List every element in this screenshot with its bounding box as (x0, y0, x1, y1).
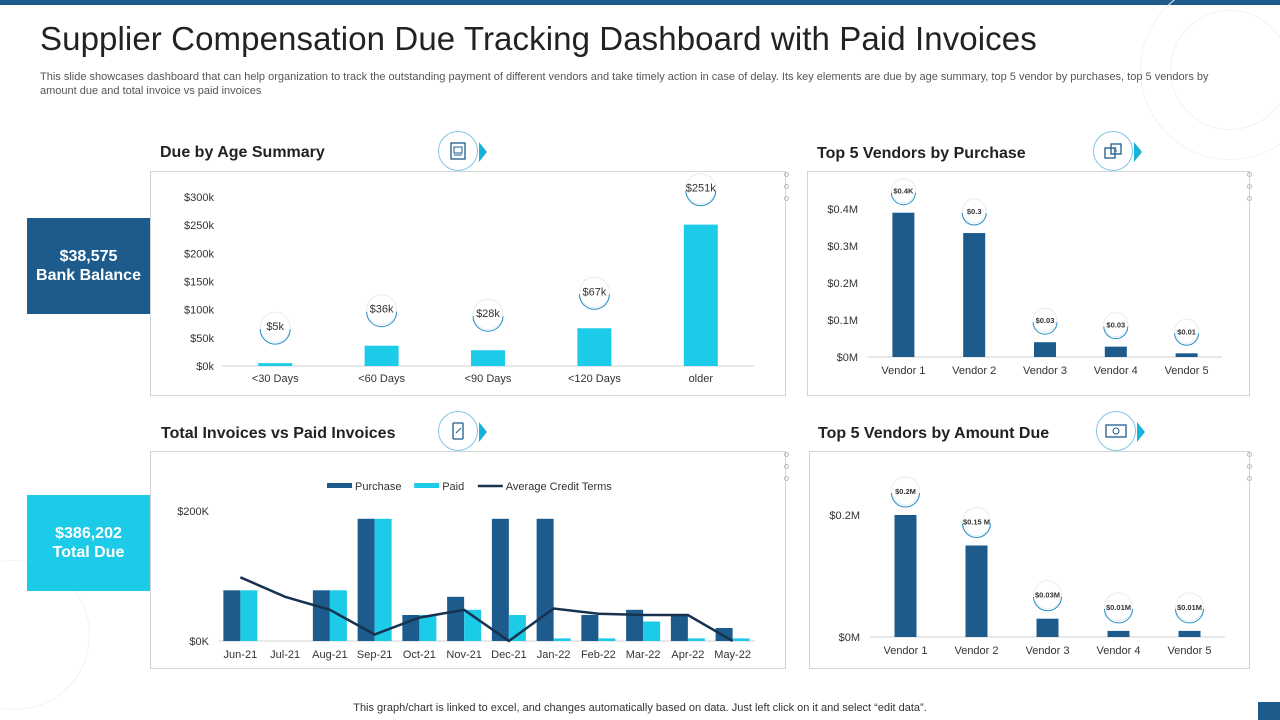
invoices-category-label: Sep-21 (357, 649, 392, 661)
due_by_age-data-label: $5k (266, 321, 284, 333)
due_by_age-data-label: $251k (686, 183, 716, 195)
invoices-purchase-bar (447, 597, 464, 641)
top5_amount_due-y-tick-label: $0M (839, 632, 860, 644)
invoices-purchase-bar (671, 615, 688, 641)
due_by_age-y-tick-label: $150k (184, 277, 214, 289)
top5_amount_due-bar (1179, 631, 1201, 637)
invoices-category-label: Apr-22 (671, 649, 704, 661)
invoices-category-label: Jul-21 (270, 649, 300, 661)
top5_purchase-data-label: $0.4K (893, 187, 914, 196)
legend-label: Paid (442, 481, 464, 493)
due_by_age-category-label: older (689, 373, 714, 385)
top5_amount_due-data-label: $0.01M (1106, 603, 1131, 612)
top5_purchase-category-label: Vendor 5 (1165, 365, 1209, 377)
top5_amount_due-bar (1037, 619, 1059, 637)
top5_amount_due-bar (966, 546, 988, 638)
due_by_age-category-label: <30 Days (252, 373, 299, 385)
invoices-category-label: Jan-22 (537, 649, 571, 661)
due_by_age-data-label: $28k (476, 308, 500, 320)
top5_amount_due-data-label: $0.2M (895, 487, 916, 496)
invoices-category-label: Jun-21 (224, 649, 258, 661)
top5_amount_due-category-label: Vendor 5 (1167, 645, 1211, 657)
top5_purchase-data-label: $0.03 (1036, 316, 1055, 325)
top5_purchase-data-label: $0.01 (1177, 327, 1196, 336)
invoices-paid-bar (733, 638, 750, 641)
invoices-category-label: Feb-22 (581, 649, 616, 661)
due_by_age-bar (577, 328, 611, 366)
invoices-category-label: Aug-21 (312, 649, 347, 661)
due_by_age-y-tick-label: $50k (190, 333, 214, 345)
due_by_age-category-label: <120 Days (568, 373, 621, 385)
corner-accent (1258, 702, 1280, 720)
invoices-purchase-bar (313, 590, 330, 641)
due_by_age-bar (365, 346, 399, 366)
top5_purchase-bar (892, 213, 914, 357)
due_by_age-y-tick-label: $250k (184, 220, 214, 232)
top5_purchase-data-label: $0.3 (967, 207, 982, 216)
invoices-purchase-bar (581, 615, 598, 641)
top5_amount_due-bar (1108, 631, 1130, 637)
due_by_age-bar (684, 225, 718, 366)
due_by_age-y-tick-label: $0k (196, 361, 214, 373)
top5_purchase-category-label: Vendor 3 (1023, 365, 1067, 377)
top5_amount_due-data-label: $0.15 M (963, 518, 990, 527)
invoices-purchase-bar (492, 519, 509, 641)
top5_purchase-y-tick-label: $0.3M (827, 241, 858, 253)
top5_amount_due-category-label: Vendor 1 (883, 645, 927, 657)
due_by_age-y-tick-label: $100k (184, 305, 214, 317)
invoices-paid-bar (598, 638, 615, 641)
top5_amount_due-data-label: $0.03M (1035, 591, 1060, 600)
top5_amount_due-category-label: Vendor 2 (954, 645, 998, 657)
top5_amount_due-data-label: $0.01M (1177, 603, 1202, 612)
due_by_age-bar (471, 350, 505, 366)
top5_purchase-data-label: $0.03 (1106, 321, 1125, 330)
invoices-paid-bar (419, 615, 436, 641)
top5_amount_due-bar (895, 515, 917, 637)
legend-label: Average Credit Terms (506, 481, 612, 493)
invoices-purchase-bar (358, 519, 375, 641)
top5_purchase-y-tick-label: $0.4M (827, 204, 858, 216)
top5_purchase-category-label: Vendor 4 (1094, 365, 1138, 377)
invoices-paid-bar (688, 638, 705, 641)
invoices-paid-bar (509, 615, 526, 641)
due_by_age-y-tick-label: $300k (184, 192, 214, 204)
invoices-y-tick-label: $200K (177, 506, 209, 518)
top5_purchase-y-tick-label: $0M (837, 352, 858, 364)
invoices-paid-bar (554, 638, 571, 641)
legend-swatch-paid (414, 483, 439, 488)
top5_amount_due-category-label: Vendor 4 (1096, 645, 1140, 657)
invoices-category-label: Mar-22 (626, 649, 661, 661)
legend-swatch-purchase (327, 483, 352, 488)
invoices-y-tick-label: $0K (189, 636, 209, 648)
invoices-category-label: Dec-21 (491, 649, 526, 661)
top5_purchase-bar (1176, 353, 1198, 357)
invoices-category-label: Nov-21 (446, 649, 481, 661)
invoices-purchase-bar (537, 519, 554, 641)
invoices-paid-bar (240, 590, 257, 641)
top5_purchase-category-label: Vendor 1 (881, 365, 925, 377)
due_by_age-category-label: <90 Days (465, 373, 512, 385)
legend-label: Purchase (355, 481, 401, 493)
invoices-paid-bar (643, 622, 660, 642)
due_by_age-y-tick-label: $200k (184, 248, 214, 260)
invoices-purchase-bar (223, 590, 240, 641)
charts-layer: $0k $50k $100k $150k $200k $250k $300k <30 Days… (0, 0, 1280, 720)
top5_purchase-category-label: Vendor 2 (952, 365, 996, 377)
top5_amount_due-category-label: Vendor 3 (1025, 645, 1069, 657)
top5_purchase-bar (1034, 342, 1056, 357)
top5_purchase-y-tick-label: $0.2M (827, 278, 858, 290)
invoices-category-label: May-22 (714, 649, 751, 661)
top5_amount_due-y-tick-label: $0.2M (829, 510, 860, 522)
due_by_age-bar (258, 363, 292, 366)
invoices-category-label: Oct-21 (403, 649, 436, 661)
invoices-paid-bar (375, 519, 392, 641)
due_by_age-category-label: <60 Days (358, 373, 405, 385)
top5_purchase-bar (1105, 347, 1127, 357)
top5_purchase-bar (963, 233, 985, 357)
due_by_age-data-label: $67k (582, 286, 606, 298)
top5_purchase-y-tick-label: $0.1M (827, 315, 858, 327)
footer-note: This graph/chart is linked to excel, and… (0, 702, 1280, 714)
due_by_age-data-label: $36k (370, 304, 394, 316)
